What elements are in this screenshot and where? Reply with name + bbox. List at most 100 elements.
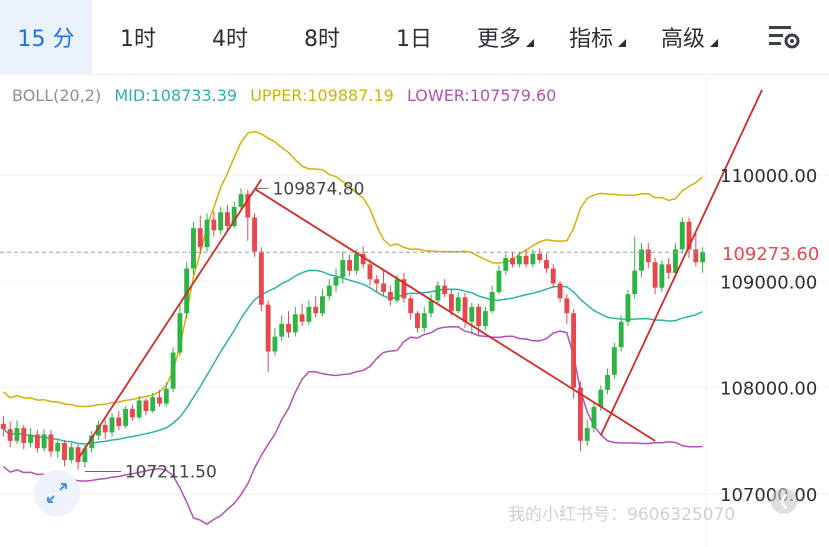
boll-lower-line: [2, 326, 703, 525]
candle-body: [340, 260, 346, 278]
candle-body: [347, 260, 353, 271]
candle-body: [279, 323, 285, 337]
boll-name: BOLL(20,2): [12, 86, 102, 105]
tab-3[interactable]: 8时: [276, 0, 368, 74]
candle-body: [618, 321, 624, 348]
candle-body: [659, 264, 665, 288]
y-tick-label: 110000.00: [720, 166, 817, 187]
tab-2[interactable]: 4时: [184, 0, 276, 74]
candle-body: [469, 306, 475, 322]
high-label: 109874.80: [273, 179, 365, 199]
candle-body: [75, 447, 81, 463]
tab-7[interactable]: 高级: [644, 0, 736, 74]
candle-body: [116, 417, 122, 426]
candle-body: [320, 296, 325, 314]
candle-body: [476, 306, 482, 326]
candle-body: [218, 212, 224, 231]
candle-body: [516, 255, 522, 265]
candle-body: [299, 314, 305, 322]
candle-body: [360, 253, 366, 265]
candle-body: [611, 347, 617, 375]
trendline-down: [254, 188, 656, 442]
candle-body: [442, 285, 448, 295]
candle-body: [455, 297, 461, 312]
low-label: 107211.50: [125, 463, 217, 483]
tab-label: 1日: [396, 27, 432, 52]
candle-body: [306, 306, 312, 322]
candle-body: [41, 434, 47, 449]
candle-body: [326, 285, 332, 297]
boll-lower: LOWER:107579.60: [406, 86, 557, 105]
candle-body: [530, 253, 536, 265]
candle-body: [55, 442, 61, 452]
candle-body: [211, 219, 217, 231]
candle-body: [48, 434, 54, 452]
candle-body: [591, 406, 597, 429]
tab-label: 高级: [660, 27, 705, 52]
candle-body: [102, 424, 108, 433]
scroll-latest-button[interactable]: ❮: [771, 488, 797, 514]
y-tick-label: 109000.00: [720, 272, 817, 293]
candle-body: [564, 298, 570, 314]
candle-body: [639, 249, 644, 271]
candle-body: [204, 219, 210, 248]
candle-body: [550, 268, 556, 284]
trendline-up-2: [599, 89, 763, 436]
tab-label: 4时: [212, 27, 248, 52]
current-price-label: 109273.60: [722, 244, 819, 265]
candle-body: [367, 264, 373, 280]
candle-body: [421, 313, 427, 329]
candle-body: [693, 249, 699, 263]
candle-body: [14, 428, 20, 441]
candle-body: [197, 228, 203, 248]
candle-body: [231, 206, 237, 227]
candle-body: [353, 253, 359, 271]
tab-1[interactable]: 1时: [92, 0, 184, 74]
candle-body: [374, 279, 380, 284]
candle-body: [82, 448, 88, 463]
candle-body: [462, 297, 468, 322]
candle-body: [95, 424, 101, 436]
candle-body: [7, 429, 13, 441]
candle-body: [686, 221, 692, 250]
boll-mid: MID:108733.39: [114, 86, 238, 105]
candle-body: [28, 434, 33, 443]
candle-body: [170, 352, 176, 389]
candle-body: [523, 255, 529, 265]
candle-body: [238, 194, 244, 207]
candle-body: [272, 336, 278, 352]
candle-body: [652, 262, 658, 288]
candle-body: [292, 314, 298, 333]
candle-body: [700, 252, 706, 263]
timeframe-tabs: 15 分 1时 4时 8时 1日 更多 指标 高级: [0, 0, 829, 75]
caret-icon: [710, 39, 718, 47]
candle-body: [177, 313, 183, 353]
candle-body: [673, 249, 678, 273]
candle-body: [571, 313, 577, 388]
trendline-up-1: [77, 178, 263, 460]
caret-icon: [526, 39, 534, 47]
candle-body: [544, 260, 549, 269]
boll-upper: UPPER:109887.19: [250, 86, 394, 105]
watermark: 我的小红书号：9606325070: [508, 505, 736, 525]
tab-label: 指标: [568, 27, 613, 52]
candle-body: [89, 435, 95, 449]
tab-0[interactable]: 15 分: [0, 0, 92, 74]
boll-legend: BOLL(20,2) MID:108733.39 UPPER:109887.19…: [12, 86, 564, 105]
candlestick-chart[interactable]: 110000.00109000.00108000.00107000.001092…: [0, 74, 829, 547]
chart-settings-icon[interactable]: [767, 22, 801, 52]
expand-icon[interactable]: [34, 470, 80, 516]
candle-body: [387, 291, 393, 301]
candle-body: [489, 291, 495, 312]
boll-mid-line: [2, 269, 703, 445]
tab-4[interactable]: 1日: [368, 0, 460, 74]
candle-body: [394, 279, 400, 301]
candle-body: [136, 400, 142, 418]
candle-body: [645, 249, 651, 263]
candle-body: [584, 428, 590, 441]
caret-icon: [618, 39, 626, 47]
tab-6[interactable]: 指标: [552, 0, 644, 74]
candle-body: [245, 194, 251, 218]
candle-body: [482, 311, 488, 326]
tab-5[interactable]: 更多: [460, 0, 552, 74]
